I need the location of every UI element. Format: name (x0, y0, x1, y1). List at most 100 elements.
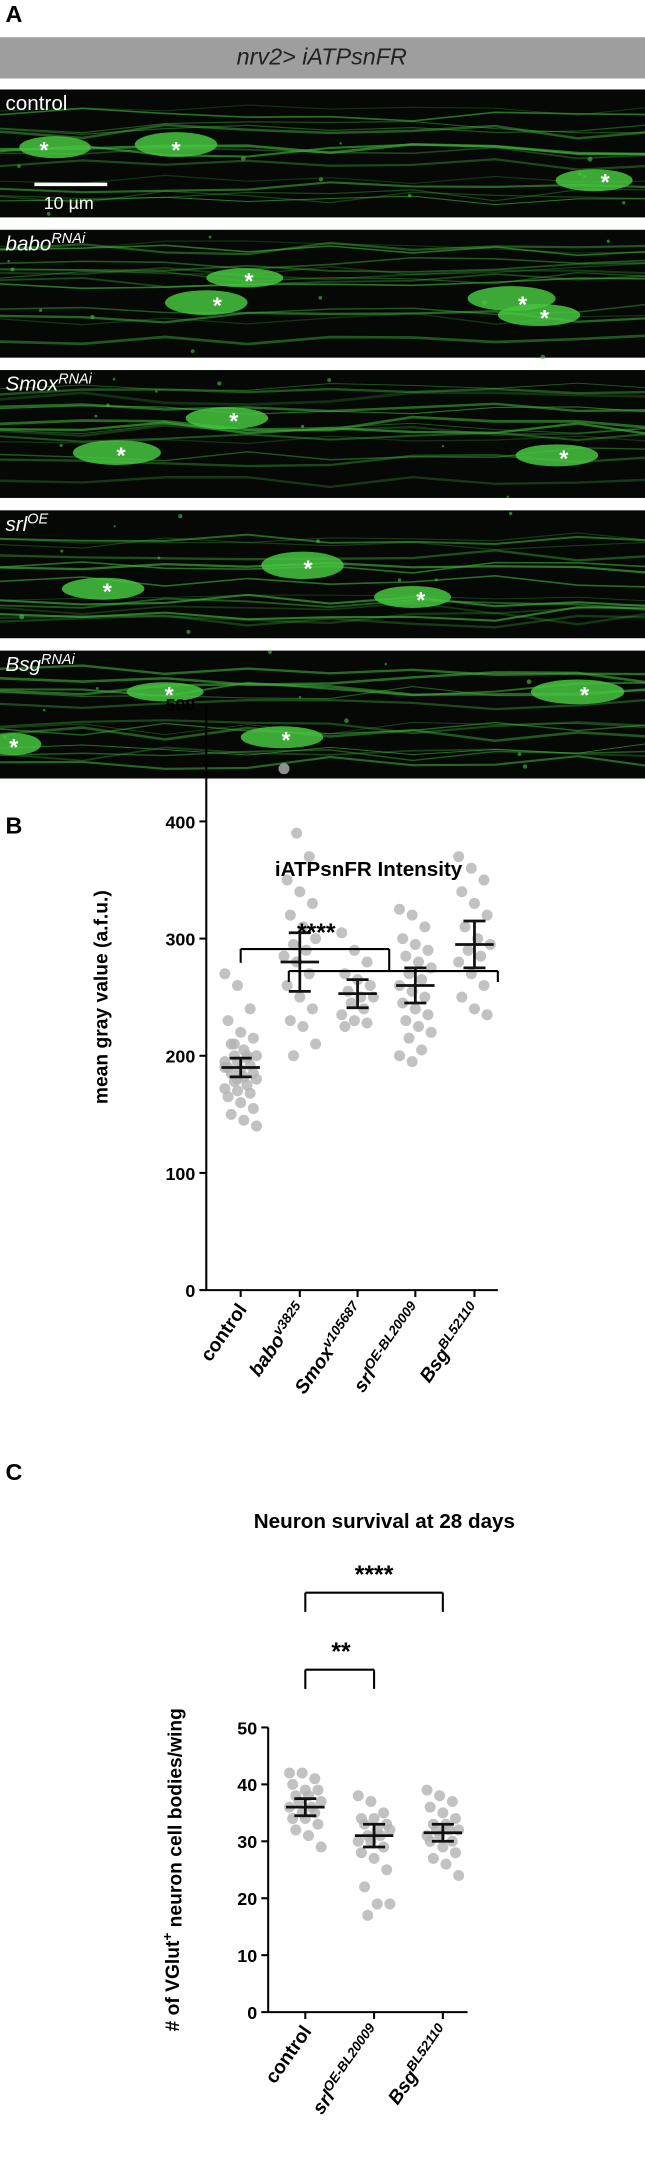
panel-label: B (6, 813, 23, 839)
data-point (478, 874, 490, 886)
nerve-fiber (0, 671, 645, 686)
nerve-fiber (0, 721, 645, 736)
y-tick-label: 20 (237, 1889, 257, 1909)
asterisk: * (518, 291, 528, 317)
data-point (278, 950, 290, 962)
label-superscript: OE-BL20009 (320, 2020, 378, 2094)
label: BsgBL52110 (414, 1298, 486, 1386)
data-point (336, 1009, 348, 1021)
data-point (287, 1778, 299, 1790)
data-point (422, 944, 434, 956)
cell-body (261, 551, 344, 580)
speck (46, 212, 51, 216)
data-point (310, 1038, 322, 1050)
nerve-fiber (0, 107, 645, 122)
label: BsgBL52110 (382, 2020, 454, 2108)
significance-label: **** (355, 1562, 394, 1589)
speck (540, 354, 546, 360)
data-point (312, 1784, 324, 1796)
cell-body (515, 444, 599, 467)
error-bar (363, 1822, 386, 1849)
data-point (281, 979, 293, 991)
data-point (434, 1790, 446, 1802)
label: BsgRNAi (6, 652, 76, 676)
nerve-fiber (0, 123, 645, 140)
cell-body (185, 407, 269, 430)
cell-body (126, 682, 204, 702)
error-bar (229, 1056, 252, 1079)
data-point (437, 1841, 449, 1853)
data-point (339, 968, 351, 980)
nerve-fiber (0, 240, 645, 254)
data-point (465, 862, 477, 874)
nerve-fiber (0, 719, 645, 735)
scale-bar-label: 10 µm (44, 193, 94, 213)
data-point (345, 997, 357, 1009)
data-point (232, 979, 244, 991)
data-point (453, 1869, 465, 1881)
cell-body (555, 169, 633, 192)
nerve-fiber (0, 698, 645, 711)
data-point (453, 956, 465, 968)
chart-title: iATPsnFR Intensity (275, 858, 463, 881)
speck (155, 390, 158, 393)
speck (339, 142, 342, 145)
asterisk: * (304, 555, 314, 581)
nerve-fiber (0, 174, 645, 185)
speck (186, 629, 191, 634)
y-tick-label: 500 (165, 695, 195, 715)
label-text: srl (309, 2087, 340, 2119)
nerve-fiber (0, 270, 645, 285)
label: control (262, 2022, 317, 2087)
cell-body (240, 726, 324, 749)
speck (59, 443, 63, 448)
data-point (315, 1795, 327, 1807)
nerve-fiber (0, 277, 645, 290)
nerve-fiber (0, 606, 645, 622)
significance-label: ** (331, 1639, 351, 1666)
data-point (468, 1003, 480, 1015)
data-point (250, 1120, 262, 1132)
data-point (437, 1807, 449, 1819)
data-point (352, 1835, 364, 1847)
label: srlOE (6, 512, 49, 536)
speck (434, 578, 438, 582)
data-point (394, 903, 406, 915)
data-point (250, 1073, 262, 1085)
data-point (278, 763, 290, 775)
data-point (400, 950, 412, 962)
speck (19, 614, 25, 620)
label-text: Smox (6, 373, 59, 396)
data-point (219, 968, 231, 980)
nerve-fiber (0, 614, 645, 629)
nerve-fiber (0, 181, 645, 194)
data-point (297, 921, 309, 933)
data-point (284, 909, 296, 921)
label: SmoxRNAi (6, 371, 93, 395)
y-tick-label: 40 (237, 1775, 257, 1795)
nerve-fiber (0, 421, 645, 435)
nerve-fiber (0, 721, 645, 736)
error-bar (404, 966, 427, 1005)
speck (526, 679, 532, 685)
data-point (302, 1830, 314, 1842)
data-point (250, 1050, 262, 1062)
significance-label: **** (297, 920, 336, 947)
speck (95, 687, 99, 690)
data-point (287, 1050, 299, 1062)
data-point (397, 997, 409, 1009)
speck (344, 718, 349, 724)
speck (606, 239, 610, 243)
data-point (400, 1015, 412, 1027)
data-point (406, 1056, 418, 1068)
data-point (309, 1773, 321, 1785)
data-point (394, 1050, 406, 1062)
nerve-fiber (0, 726, 645, 743)
data-point (222, 1015, 234, 1027)
data-point (315, 1841, 327, 1853)
speck (240, 156, 246, 161)
nerve-fiber (0, 382, 645, 391)
micrograph (0, 370, 645, 498)
nerve-fiber (0, 743, 645, 756)
